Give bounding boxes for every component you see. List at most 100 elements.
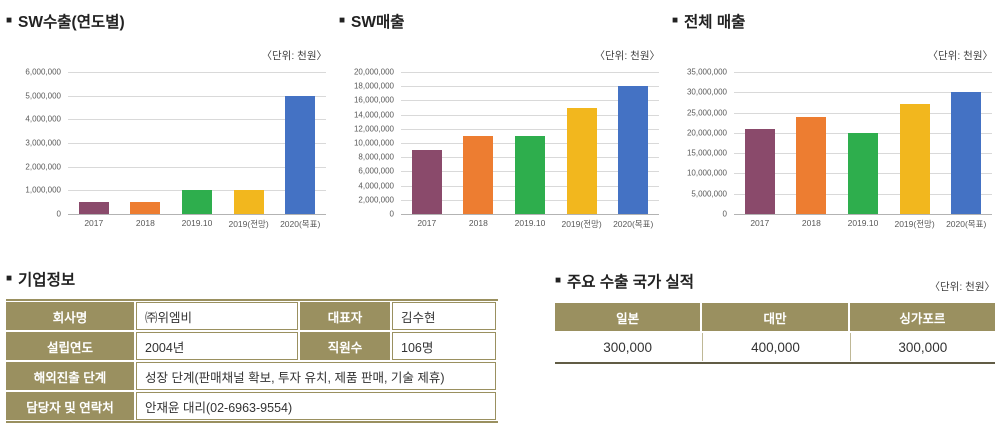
y-tick-label: 16,000,000 xyxy=(353,95,394,105)
chart-title-text: SW수출(연도별) xyxy=(18,14,125,31)
bar-slot xyxy=(171,72,223,214)
company-info-section: ■ 기업정보 회사명 ㈜위엠비 대표자 김수현 설립연도 2004년 직원수 1… xyxy=(6,268,498,423)
info-value-contact: 안재윤 대리(02-6963-9554) xyxy=(136,392,496,420)
x-axis-labels: 2017 2018 2019.10 2019(전망) 2020(목표) xyxy=(401,218,659,230)
bullet-icon: ■ xyxy=(672,15,679,26)
info-header-founded-year: 설립연도 xyxy=(6,332,134,360)
y-tick-label: 12,000,000 xyxy=(353,124,394,134)
x-tick-label: 2017 xyxy=(417,218,437,228)
x-axis-line xyxy=(734,214,992,215)
chart-title: ■ SW수출(연도별) xyxy=(6,10,329,32)
gridline xyxy=(401,100,659,102)
bullet-icon: ■ xyxy=(6,15,13,26)
chart-sw-sales: ■ SW매출 〈단위: 천원〉 0 2,000,000 4,000,000 6,000… xyxy=(339,10,662,230)
bars xyxy=(401,72,659,214)
info-value-overseas-stage: 성장 단계(판매채널 확보, 투자 유치, 제품 판매, 기술 제휴) xyxy=(136,362,496,390)
chart-title: ■ SW매출 xyxy=(339,10,662,32)
section-title: ■ 기업정보 xyxy=(6,268,498,290)
export-value-singapore: 300,000 xyxy=(849,333,995,361)
x-tick-label: 2019.10 xyxy=(181,218,213,228)
gridline xyxy=(734,72,992,73)
y-tick-label: 10,000,000 xyxy=(686,168,727,178)
gridline xyxy=(734,112,992,114)
plot-area: 0 5,000,000 10,000,000 15,000,000 20,000,000… xyxy=(687,68,992,219)
gridline xyxy=(401,114,659,116)
x-tick-label: 2018 xyxy=(801,218,821,228)
info-header-employees: 직원수 xyxy=(300,332,390,360)
bar-slot xyxy=(734,72,786,214)
bar-slot xyxy=(274,72,326,214)
unit-label: 〈단위: 천원〉 xyxy=(929,281,995,293)
y-tick-label: 10,000,000 xyxy=(353,138,394,148)
x-tick-label: 2019.10 xyxy=(847,218,879,228)
bar-2018 xyxy=(796,116,827,214)
bars xyxy=(68,72,326,214)
y-tick-label: 4,000,000 xyxy=(358,181,394,191)
x-tick-label: 2017 xyxy=(84,218,104,228)
info-value-employees: 106명 xyxy=(392,332,496,360)
bar-2019.10 xyxy=(847,132,878,214)
plot-area: 0 1,000,000 2,000,000 3,000,000 4,000,000 5,0… xyxy=(25,68,326,219)
gridline xyxy=(68,143,326,144)
y-tick-label: 2,000,000 xyxy=(25,162,61,172)
info-header-ceo: 대표자 xyxy=(300,302,390,330)
gridline xyxy=(68,119,326,121)
y-tick-label: 35,000,000 xyxy=(686,67,727,77)
export-header-taiwan: 대만 xyxy=(702,303,848,331)
y-tick-label: 6,000,000 xyxy=(358,166,394,176)
bar-2019.10 xyxy=(514,135,545,214)
y-tick-label: 4,000,000 xyxy=(25,114,61,124)
y-tick-label: 0 xyxy=(389,209,394,219)
export-performance-section: ■ 주요 수출 국가 실적 〈단위: 천원〉 일본 대만 싱가포르 300,00… xyxy=(555,270,995,364)
gridline xyxy=(68,166,326,168)
bar-slot xyxy=(889,72,941,214)
bar-2018 xyxy=(130,202,161,214)
x-tick-label: 2019(전망) xyxy=(894,219,935,229)
bar-slot xyxy=(120,72,172,214)
info-header-overseas-stage: 해외진출 단계 xyxy=(6,362,134,390)
x-axis-line xyxy=(68,214,326,215)
x-tick-label: 2020(목표) xyxy=(946,219,987,229)
y-tick-label: 20,000,000 xyxy=(686,128,727,138)
bar-2017 xyxy=(411,150,442,214)
y-tick-label: 20,000,000 xyxy=(353,67,394,77)
chart-title-text: 전체 매출 xyxy=(684,14,746,31)
y-tick-label: 5,000,000 xyxy=(691,189,727,199)
bar-slot xyxy=(940,72,992,214)
bar-slot xyxy=(786,72,838,214)
bar-slot xyxy=(556,72,608,214)
bar-2019.10 xyxy=(181,190,212,214)
unit-label: 〈단위: 천원〉 xyxy=(594,50,660,62)
x-tick-label: 2020(목표) xyxy=(613,219,654,229)
chart-title: ■ 전체 매출 xyxy=(672,10,995,32)
bar-2020(목표) xyxy=(951,92,982,214)
bar-slot xyxy=(453,72,505,214)
y-tick-label: 8,000,000 xyxy=(358,152,394,162)
x-axis-labels: 2017 2018 2019.10 2019(전망) 2020(목표) xyxy=(68,218,326,230)
gridline xyxy=(401,128,659,130)
gridline xyxy=(68,72,326,73)
export-value-japan: 300,000 xyxy=(555,333,701,361)
bullet-icon: ■ xyxy=(555,275,562,286)
bar-2019(전망) xyxy=(233,190,264,214)
bar-2018 xyxy=(463,135,494,214)
company-info-table: 회사명 ㈜위엠비 대표자 김수현 설립연도 2004년 직원수 106명 해외진… xyxy=(6,299,498,423)
export-header-japan: 일본 xyxy=(555,303,701,331)
export-country-table: 일본 대만 싱가포르 300,000 400,000 300,000 xyxy=(555,303,995,364)
y-tick-label: 0 xyxy=(56,209,61,219)
bar-slot xyxy=(401,72,453,214)
bar-slot xyxy=(504,72,556,214)
bullet-icon: ■ xyxy=(339,15,346,26)
x-tick-label: 2017 xyxy=(750,218,770,228)
info-value-founded-year: 2004년 xyxy=(136,332,298,360)
section-title-text: 주요 수출 국가 실적 xyxy=(567,274,695,291)
export-header-singapore: 싱가포르 xyxy=(849,303,995,331)
bar-slot xyxy=(68,72,120,214)
y-tick-label: 15,000,000 xyxy=(686,148,727,158)
x-tick-label: 2019.10 xyxy=(514,218,546,228)
info-header-company-name: 회사명 xyxy=(6,302,134,330)
x-tick-label: 2019(전망) xyxy=(228,219,269,229)
x-tick-label: 2018 xyxy=(468,218,488,228)
export-section-header: ■ 주요 수출 국가 실적 〈단위: 천원〉 xyxy=(555,270,995,293)
unit-label: 〈단위: 천원〉 xyxy=(927,50,993,62)
